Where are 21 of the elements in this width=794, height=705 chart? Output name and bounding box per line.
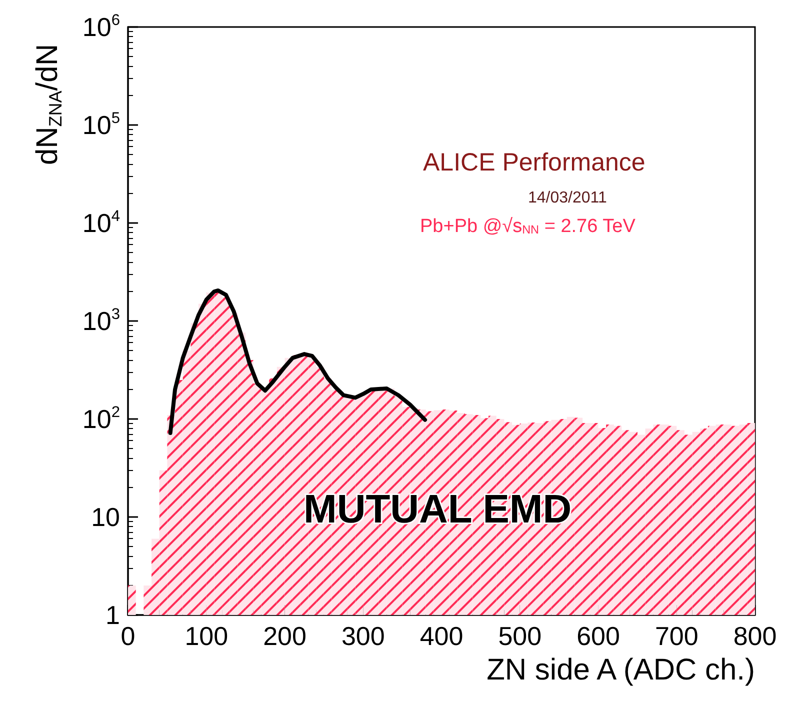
annotation: Pb+Pb @√sNN = 2.76 TeV: [420, 216, 636, 237]
x-tick-label: 0: [120, 621, 136, 651]
x-axis-title: ZN side A (ADC ch.): [486, 654, 755, 686]
x-tick-label: 200: [263, 621, 306, 651]
x-tick-label: 400: [420, 621, 464, 651]
y-tick-label: 1: [106, 600, 120, 630]
y-tick-label: 10$^{2}$: [82, 404, 120, 434]
y-tick-label: 10$^{6}$: [82, 12, 120, 42]
annotation: 14/03/2011: [528, 190, 607, 206]
x-tick-label: 800: [733, 621, 777, 651]
x-tick-label: 100: [184, 621, 228, 651]
x-tick-label: 600: [576, 621, 620, 651]
y-tick-label: 10$^{4}$: [82, 208, 120, 238]
x-tick-label: 300: [341, 621, 385, 651]
y-tick-label: 10$^{3}$: [82, 306, 120, 336]
x-tick-label: 500: [498, 621, 542, 651]
line-series: [168, 288, 428, 435]
y-tick-label: 10: [91, 502, 120, 532]
y-tick-label: 10$^{5}$: [82, 110, 120, 140]
annotation: ALICE Performance: [423, 148, 646, 176]
x-tick-label: 700: [654, 621, 698, 651]
